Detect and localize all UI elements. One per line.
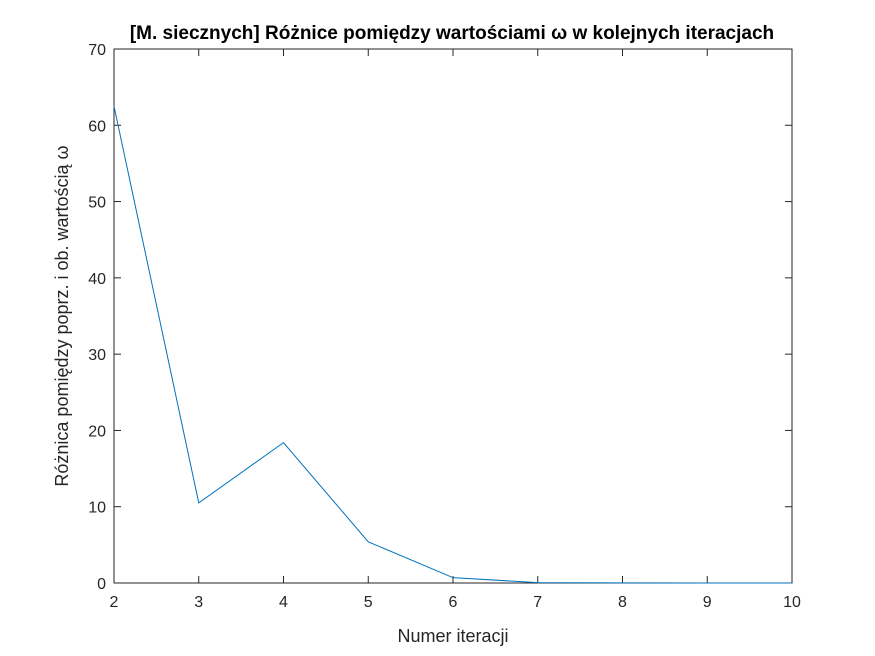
y-tick-label: 30 bbox=[88, 347, 106, 364]
x-tick-label: 9 bbox=[703, 594, 712, 611]
x-tick-label: 10 bbox=[783, 594, 801, 611]
x-tick-label: 2 bbox=[110, 594, 119, 611]
x-tick-label: 4 bbox=[279, 594, 288, 611]
y-tick-label: 0 bbox=[97, 576, 106, 593]
chart-title: [M. siecznych] Różnice pomiędzy wartości… bbox=[130, 23, 774, 44]
y-tick-label: 70 bbox=[88, 42, 106, 59]
x-tick-label: 7 bbox=[533, 594, 542, 611]
x-tick-label: 8 bbox=[618, 594, 627, 611]
x-tick-label: 5 bbox=[364, 594, 373, 611]
x-tick-label: 3 bbox=[194, 594, 203, 611]
y-tick-label: 10 bbox=[88, 500, 106, 517]
series-line bbox=[113, 106, 792, 584]
plot-area bbox=[113, 48, 793, 584]
x-tick-label: 6 bbox=[449, 594, 458, 611]
x-axis-label: Numer iteracji bbox=[397, 626, 508, 646]
y-axis-label: Różnica pomiędzy poprz. i ob. wartością … bbox=[52, 145, 72, 486]
y-tick-label: 50 bbox=[88, 195, 106, 212]
series-layer bbox=[113, 106, 792, 584]
y-tick-label: 20 bbox=[88, 423, 106, 440]
y-axis: 0 10 20 30 40 50 60 70 bbox=[88, 42, 792, 593]
y-tick-label: 40 bbox=[88, 271, 106, 288]
y-tick-label: 60 bbox=[88, 118, 106, 135]
x-axis: 2 3 4 5 6 7 8 9 10 bbox=[110, 49, 801, 611]
